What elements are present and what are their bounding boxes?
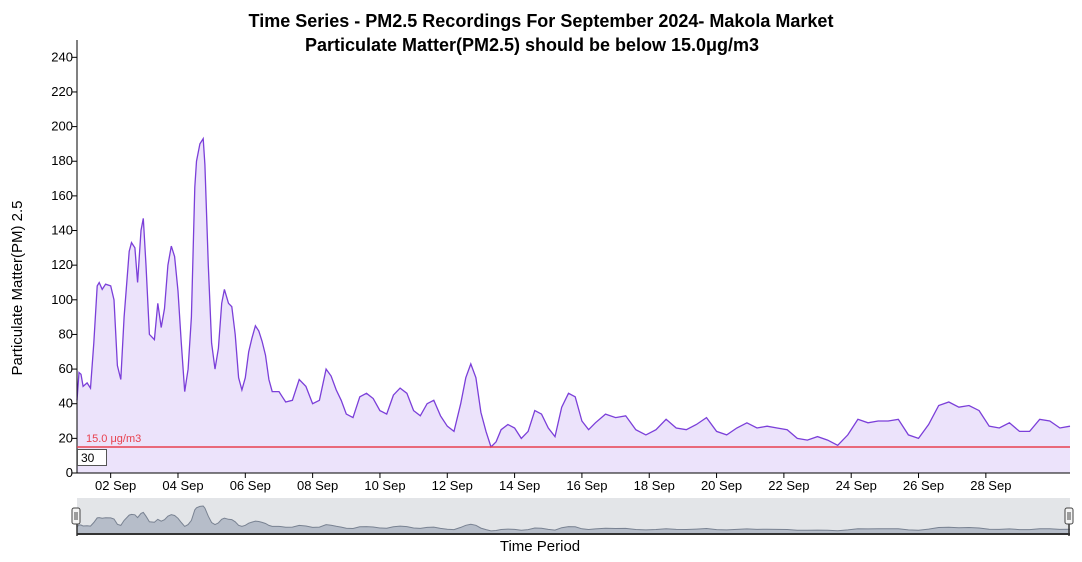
navigator-handle-left[interactable]: [71, 507, 81, 525]
x-tick-label: 04 Sep: [162, 478, 203, 493]
y-tick-label: 120: [51, 257, 73, 272]
navigator-selection[interactable]: [77, 498, 1070, 533]
chart-title: Time Series - PM2.5 Recordings For Septe…: [249, 11, 834, 31]
y-tick-label: 0: [66, 465, 73, 480]
range-navigator[interactable]: [71, 498, 1074, 536]
x-tick-label: 14 Sep: [499, 478, 540, 493]
y-axis: 0 20 40 60 80 100 120 140 160 180 200 220 240: [51, 40, 78, 480]
y-tick-label: 200: [51, 119, 73, 134]
threshold-label: 15.0 μg/m3: [86, 433, 141, 445]
x-tick-label: 16 Sep: [566, 478, 607, 493]
x-tick-label: 22 Sep: [768, 478, 809, 493]
navigator-area: [77, 506, 1070, 533]
y-tick-label: 220: [51, 84, 73, 99]
y-tick-label: 100: [51, 292, 73, 307]
y-tick-label: 180: [51, 153, 73, 168]
series-line: [76, 136, 1071, 449]
x-tick-label: 12 Sep: [432, 478, 473, 493]
x-tick-label: 20 Sep: [701, 478, 742, 493]
x-tick-label: 28 Sep: [970, 478, 1011, 493]
navigator-line: [76, 505, 1071, 532]
y-tick-label: 160: [51, 188, 73, 203]
x-tick-label: 02 Sep: [95, 478, 136, 493]
y-tick-label: 80: [59, 326, 73, 341]
y-tick-label: 240: [51, 49, 73, 64]
x-tick-label: 08 Sep: [297, 478, 338, 493]
y-tick-label: 140: [51, 223, 73, 238]
y-tick-label: 40: [59, 396, 73, 411]
x-axis-label: Time Period: [500, 538, 580, 555]
x-tick-label: 06 Sep: [230, 478, 271, 493]
x-tick-label: 24 Sep: [836, 478, 877, 493]
navigator-handle-right[interactable]: [1064, 507, 1074, 525]
x-tick-label: 18 Sep: [634, 478, 675, 493]
chart-subtitle: Particulate Matter(PM2.5) should be belo…: [305, 35, 759, 55]
x-tick-label: 10 Sep: [364, 478, 405, 493]
y-tick-label: 60: [59, 361, 73, 376]
x-axis: 02 Sep 04 Sep 06 Sep 08 Sep 10 Sep 12 Sep 14 S…: [77, 472, 1070, 493]
series-area: [77, 138, 1070, 473]
y-axis-label: Particulate Matter(PM) 2.5: [9, 200, 26, 375]
rolling-period-input[interactable]: 30: [77, 449, 107, 466]
y-tick-label: 20: [59, 430, 73, 445]
x-tick-label: 26 Sep: [903, 478, 944, 493]
